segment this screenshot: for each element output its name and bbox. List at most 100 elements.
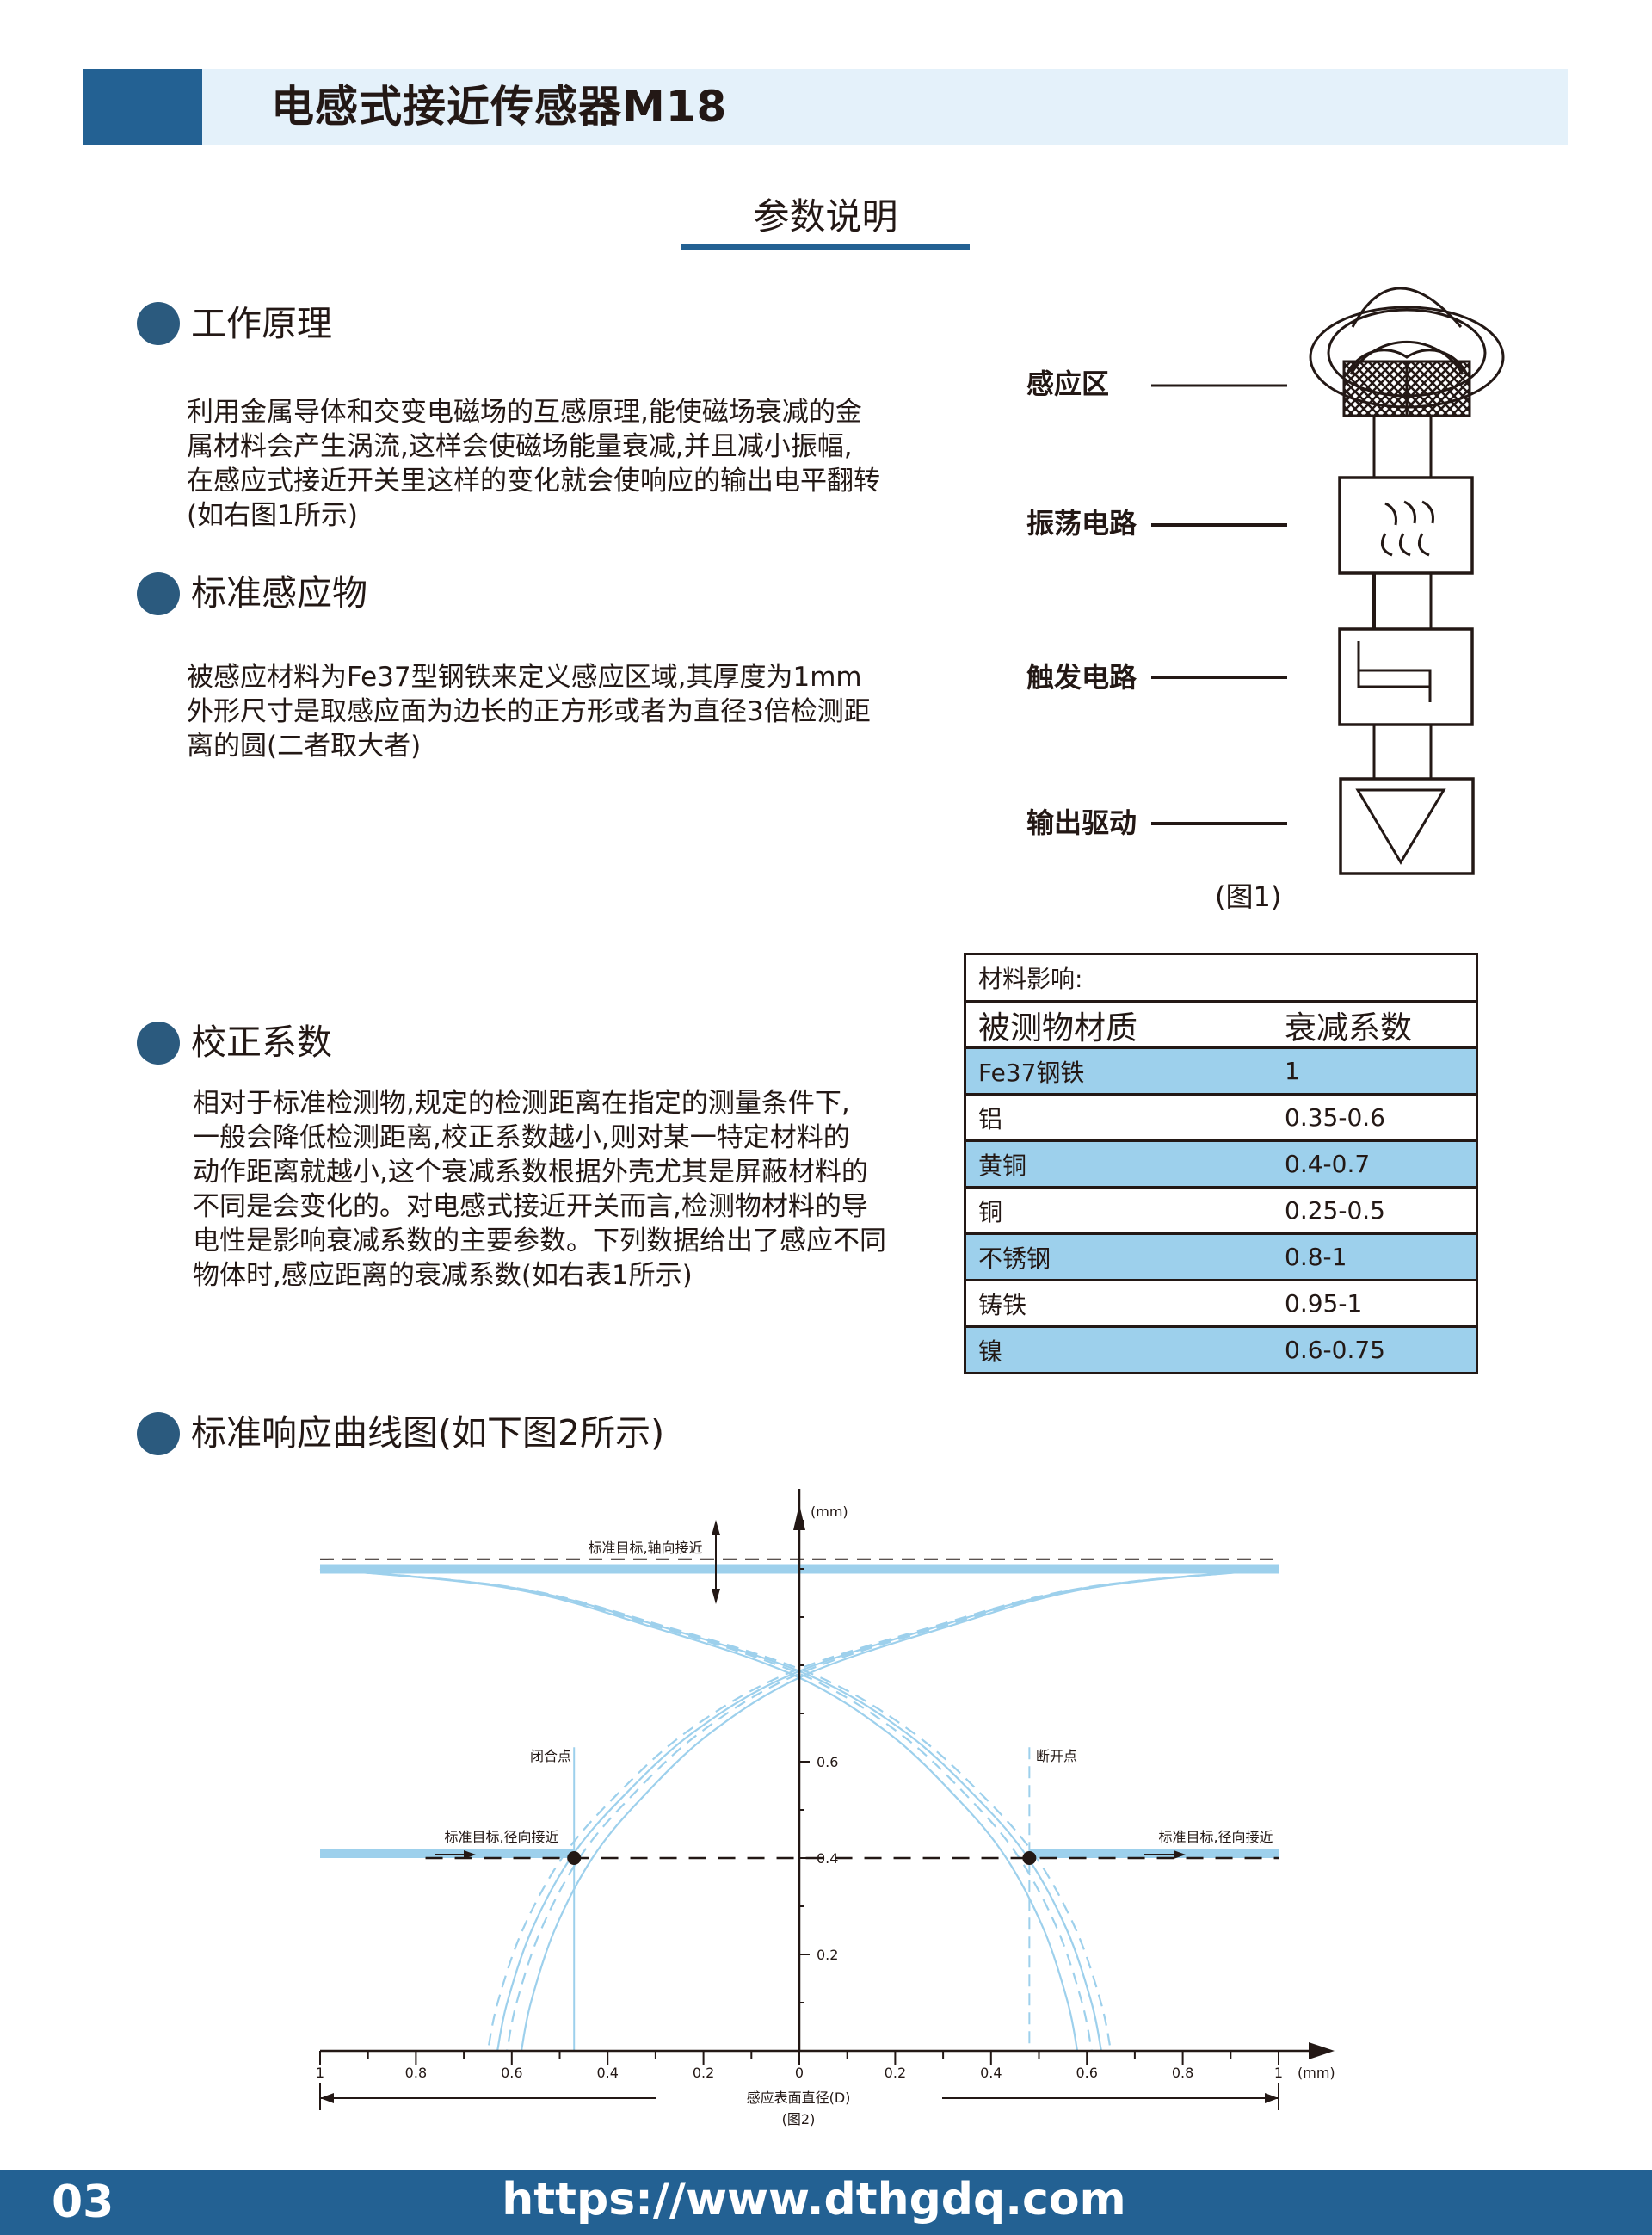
curve-ascending (506, 1567, 1279, 2052)
oscillation-icon (1380, 500, 1434, 557)
table-title-row: 材料影响: (966, 955, 1476, 1000)
x-axis-label: 感应表面直径(D) (747, 2090, 851, 2106)
x-unit-label: (mm) (1298, 2065, 1335, 2081)
header-bar (83, 69, 1568, 145)
correction-text: 相对于标准检测物,规定的检测距离在指定的测量条件下, 一般会降低检测距离,校正系… (193, 1086, 886, 1293)
curve-descending (319, 1567, 1113, 2052)
heading-curve: 标准响应曲线图(如下图2所示) (191, 1412, 665, 1454)
text-line: 属材料会产生涡流,这样会使磁场能量衰减,并且减小振幅, (187, 431, 853, 462)
block-diagram (1151, 287, 1505, 875)
y-tick-label: 0.4 (817, 1850, 838, 1867)
curve-ascending (520, 1567, 1279, 2052)
factor-cell: 0.4-0.7 (1285, 1150, 1371, 1178)
label-output: 输出驱动 (1026, 806, 1137, 839)
table-row: 镍 0.6-0.75 (966, 1325, 1476, 1372)
factor-cell: 0.6-0.75 (1285, 1336, 1385, 1364)
x-tick-label: 0.6 (501, 2065, 522, 2081)
text-line: 一般会降低检测距离,校正系数越小,则对某一特定材料的 (193, 1122, 850, 1153)
arrow-right-icon (1174, 1850, 1186, 1859)
figure2-caption: (图2) (782, 2111, 816, 2127)
x-tick-label: 0.8 (405, 2065, 427, 2081)
subtitle-underline (681, 244, 970, 250)
principle-text: 利用金属导体和交变电磁场的互感原理,能使磁场衰减的金 属材料会产生涡流,这样会使… (187, 395, 880, 533)
figure1-caption: (图1) (1215, 880, 1282, 913)
x-tick-label: 1 (1274, 2065, 1283, 2081)
material-cell: 铸铁 (978, 1290, 1027, 1319)
factor-cell: 0.25-0.5 (1285, 1196, 1385, 1225)
heading-standard: 标准感应物 (191, 572, 367, 614)
trigger-icon (1357, 641, 1432, 702)
text-line: 被感应材料为Fe37型钢铁来定义感应区域,其厚度为1mm (187, 662, 862, 693)
table-row: 黄铜 0.4-0.7 (966, 1139, 1476, 1186)
x-tick-label: 0.8 (1172, 2065, 1193, 2081)
column-header: 被测物材质 (978, 1009, 1137, 1046)
bullet-icon (137, 572, 180, 615)
factor-cell: 0.35-0.6 (1285, 1103, 1385, 1132)
table-row: Fe37钢铁 1 (966, 1046, 1476, 1093)
output-box (1339, 777, 1475, 875)
bullet-icon (137, 1022, 180, 1065)
radial-target-right-label: 标准目标,径向接近 (1158, 1829, 1273, 1845)
material-cell: 镍 (978, 1337, 1003, 1366)
x-tick-label: 1 (316, 2065, 324, 2081)
x-tick-label: 0.4 (980, 2065, 1002, 2081)
radial-target-left-label: 标准目标,径向接近 (444, 1829, 558, 1845)
table-header-row: 被测物材质 衰减系数 (966, 1000, 1476, 1046)
material-cell: 不锈钢 (978, 1244, 1051, 1273)
open-point-label: 断开点 (1036, 1748, 1077, 1764)
column-header: 衰减系数 (1285, 1009, 1412, 1046)
material-table: 材料影响: 被测物材质 衰减系数 Fe37钢铁 1 铝 0.35-0.6 黄铜 0.4-… (964, 953, 1478, 1374)
close-point-marker (567, 1851, 582, 1865)
axial-target-label: 标准目标,轴向接近 (588, 1540, 702, 1556)
arrow-left-icon (320, 2093, 334, 2103)
curve-descending (319, 1567, 1079, 2052)
curve-ascending (486, 1567, 1279, 2052)
factor-cell: 1 (1285, 1057, 1300, 1085)
text-line: (如右图1所示) (187, 500, 358, 531)
y-tick-label: 0.2 (817, 1947, 838, 1963)
x-tick-label: 0 (795, 2065, 804, 2081)
coil-field-icon (1309, 287, 1505, 417)
curve-descending (319, 1567, 1102, 2052)
text-line: 动作距离就越小,这个衰减系数根据外壳尤其是屏蔽材料的 (193, 1157, 868, 1188)
header-accent-block (83, 69, 202, 145)
table-title: 材料影响: (978, 965, 1083, 993)
x-tick-label: 0.2 (693, 2065, 714, 2081)
table-row: 铜 0.25-0.5 (966, 1186, 1476, 1232)
factor-cell: 0.8-1 (1285, 1243, 1347, 1271)
factor-cell: 0.95-1 (1285, 1289, 1363, 1318)
website-link[interactable]: https://www.dthgdq.com (502, 2174, 1126, 2226)
oscillator-box (1338, 476, 1474, 575)
curve-descending (319, 1567, 1093, 2052)
label-trigger: 触发电路 (1026, 661, 1137, 694)
response-curve-chart: 1 0.8 0.6 0.4 0.2 0 0.2 0.4 0.6 0.8 1 0.2 0.4 0.6 标准目… (316, 1489, 1335, 2127)
footer-bar (0, 2170, 1652, 2235)
text-line: 物体时,感应距离的衰减系数(如右表1所示) (193, 1260, 693, 1291)
section-subtitle: 参数说明 (753, 195, 898, 238)
output-triangle-icon (1355, 788, 1446, 865)
x-tick-label: 0.2 (885, 2065, 906, 2081)
text-line: 离的圆(二者取大者) (187, 731, 422, 762)
heading-principle: 工作原理 (191, 303, 332, 344)
bullet-icon (137, 302, 180, 345)
y-unit-label: (mm) (811, 1503, 848, 1520)
y-axis-arrow-icon (793, 1504, 805, 1530)
trigger-box (1338, 627, 1474, 726)
heading-correction: 校正系数 (191, 1022, 332, 1063)
curve-ascending (496, 1567, 1279, 2052)
bullet-icon (137, 1412, 180, 1455)
table-row: 不锈钢 0.8-1 (966, 1232, 1476, 1279)
material-cell: Fe37钢铁 (978, 1058, 1085, 1087)
x-tick-label: 0.4 (596, 2065, 618, 2081)
material-cell: 铝 (978, 1104, 1003, 1133)
text-line: 外形尺寸是取感应面为边长的正方形或者为直径3倍检测距 (187, 696, 871, 727)
open-point-marker (1022, 1851, 1037, 1865)
label-oscillator: 振荡电路 (1026, 507, 1137, 540)
material-cell: 黄铜 (978, 1151, 1027, 1180)
standard-text: 被感应材料为Fe37型钢铁来定义感应区域,其厚度为1mm 外形尺寸是取感应面为边… (187, 660, 871, 763)
table-row: 铝 0.35-0.6 (966, 1093, 1476, 1139)
text-line: 利用金属导体和交变电磁场的互感原理,能使磁场衰减的金 (187, 397, 862, 428)
page-title: 电感式接近传感器M18 (271, 82, 728, 132)
material-cell: 铜 (978, 1197, 1003, 1226)
label-sensing-zone: 感应区 (1026, 367, 1110, 400)
